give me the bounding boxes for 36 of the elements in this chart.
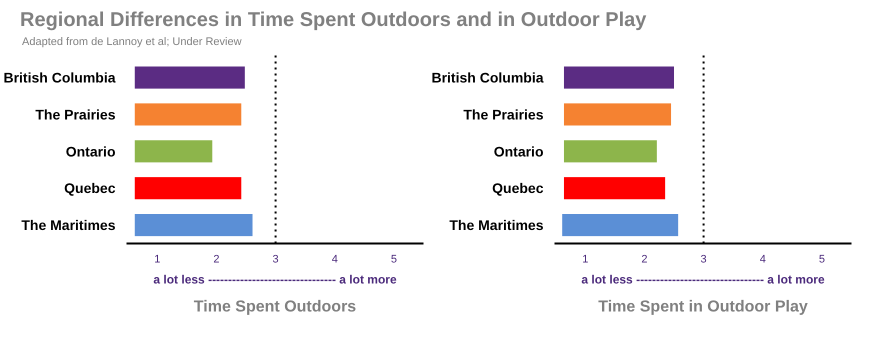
- y-tick-label: Quebec: [64, 180, 116, 196]
- bar: [134, 140, 212, 163]
- x-tick-label: 5: [818, 254, 825, 266]
- y-tick-label: British Columbia: [3, 70, 116, 86]
- x-tick-label: 4: [332, 254, 338, 266]
- text: a lot less -------------------------------- a lot more: [581, 272, 825, 287]
- bar: [134, 104, 242, 126]
- x-tick-label: 3: [272, 254, 279, 266]
- y-tick-label: Ontario: [66, 144, 116, 160]
- x-axis-title: Time Spent Outdoors: [194, 298, 356, 316]
- bar: [134, 177, 242, 200]
- x-tick-label: 3: [700, 254, 707, 266]
- bar: [562, 214, 678, 236]
- bar: [564, 177, 666, 200]
- y-tick-label: The Maritimes: [449, 217, 544, 234]
- bar: [564, 66, 674, 89]
- y-tick-label: The Maritimes: [21, 217, 116, 234]
- bar: [564, 104, 672, 126]
- bar: [134, 66, 245, 89]
- text: a lot less -------------------------------- a lot more: [153, 272, 397, 287]
- chart-subtitle: Adapted from de Lannoy et al; Under Review: [22, 34, 242, 50]
- x-axis-title: Time Spent in Outdoor Play: [598, 298, 808, 316]
- x-tick-label: 5: [390, 254, 397, 266]
- x-tick-label: 1: [154, 254, 160, 266]
- y-tick-label: The Prairies: [35, 106, 116, 123]
- x-tick-label: 2: [213, 254, 220, 266]
- bar: [564, 140, 657, 163]
- chart-title: Regional Differences in Time Spent Outdoors and in Outdoor Play: [20, 8, 646, 33]
- y-tick-label: Quebec: [492, 180, 544, 196]
- x-tick-label: 2: [641, 254, 648, 266]
- y-tick-label: British Columbia: [431, 70, 544, 86]
- y-tick-label: The Prairies: [463, 106, 544, 123]
- y-tick-label: Ontario: [494, 144, 544, 160]
- bar: [134, 214, 253, 236]
- x-tick-label: 1: [582, 254, 588, 266]
- x-tick-label: 4: [760, 254, 766, 266]
